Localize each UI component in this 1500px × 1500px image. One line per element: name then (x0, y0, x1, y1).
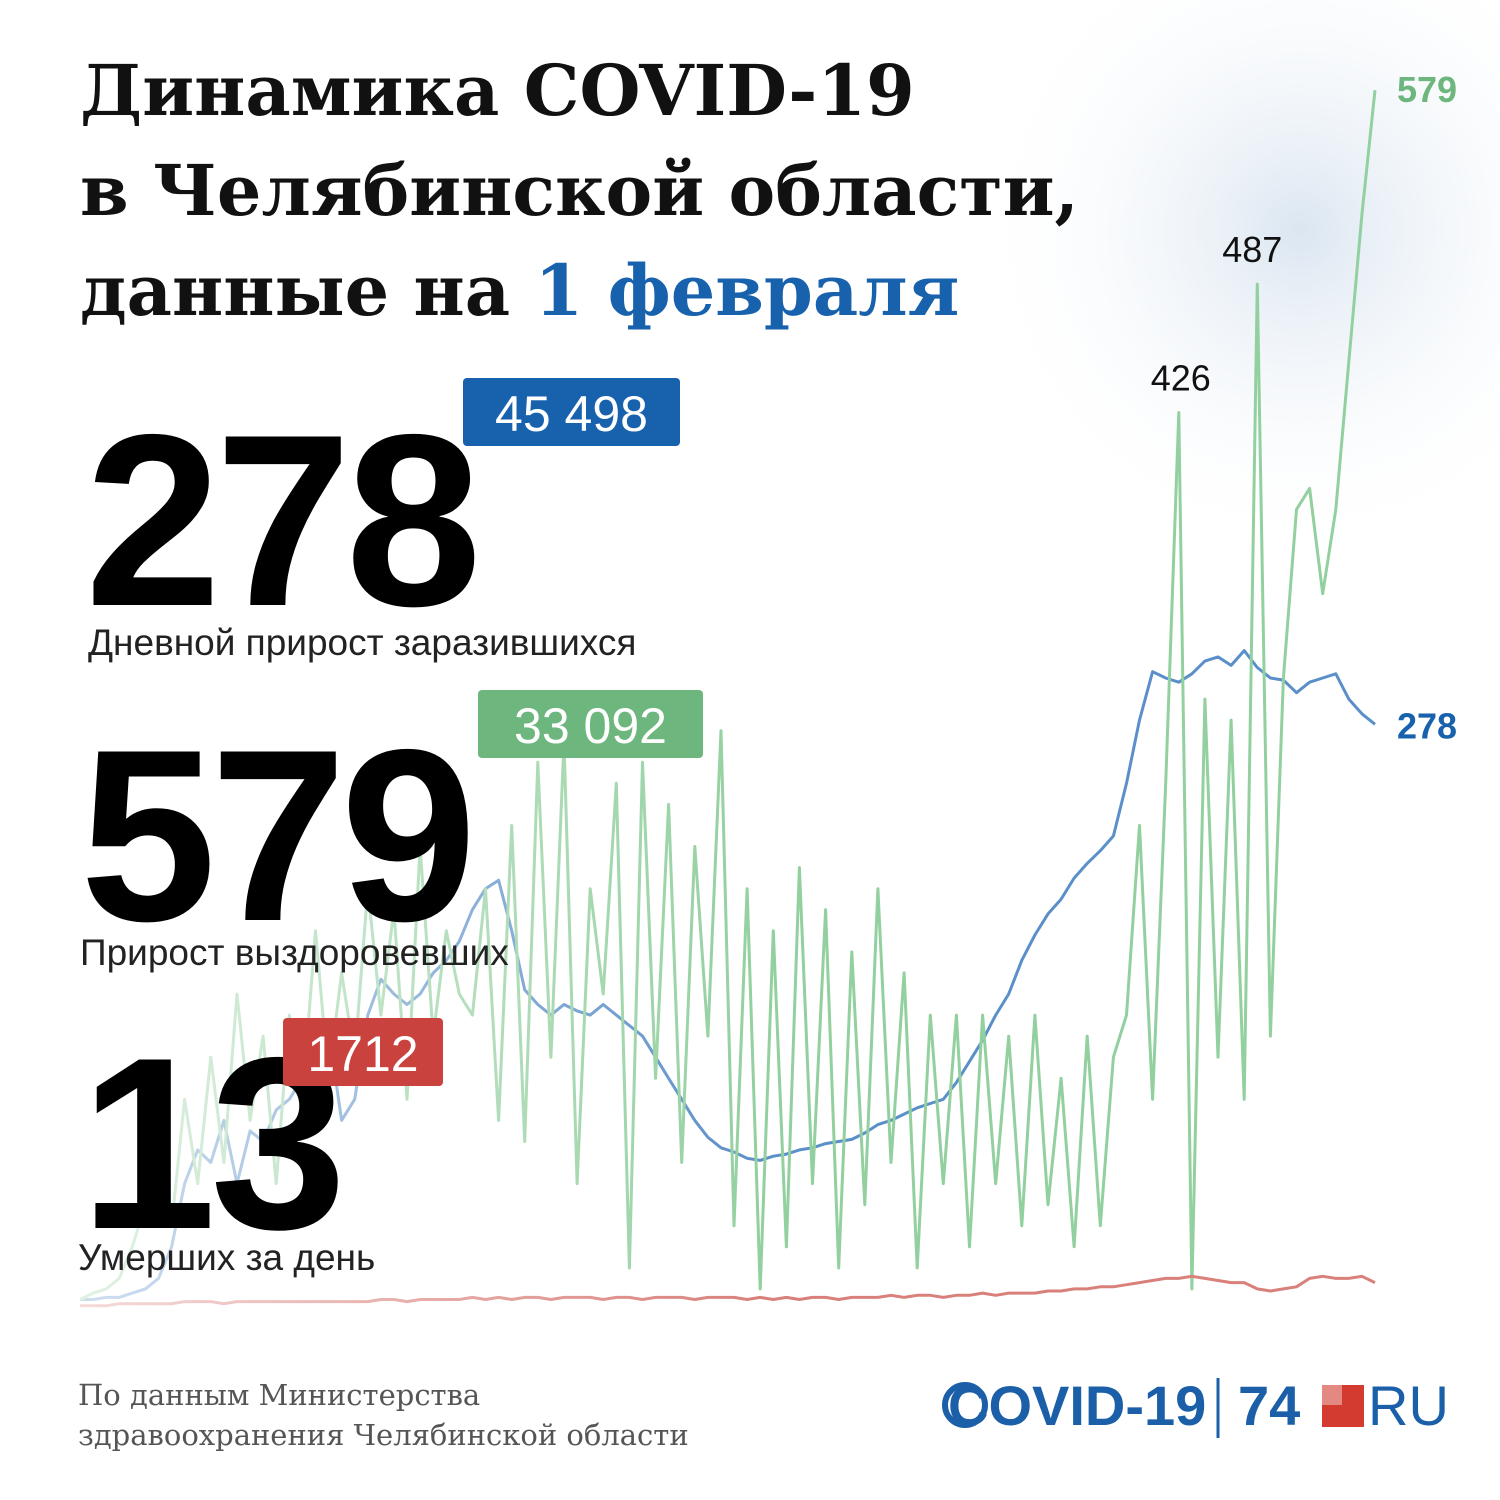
source-line: здравоохранения Челябинской области (78, 1418, 689, 1452)
stat-value: 278 (85, 383, 476, 657)
stat-total-badge (463, 378, 680, 446)
stat-label: Умерших за день (78, 1237, 375, 1278)
stat-label: Дневной прирост заразившихся (88, 622, 636, 663)
title-prefix: данные на (80, 249, 535, 332)
title-date: 1 февраля (535, 249, 960, 332)
data-label: 278 (1397, 705, 1457, 746)
logo-covid: COVID-19 (948, 1374, 1206, 1437)
stat-total: 1712 (307, 1026, 418, 1082)
fade-overlay (0, 380, 760, 1320)
title-line: данные на 1 февраля (80, 249, 959, 332)
stat-total-badge (478, 690, 703, 758)
data-label: 426 (1151, 358, 1211, 399)
stat-value: 579 (80, 698, 471, 972)
data-label: 579 (1397, 69, 1457, 110)
title-line: Динамика COVID-19 (80, 49, 915, 132)
logo-number: 74 (1238, 1374, 1300, 1437)
source-line: По данным Министерства (78, 1378, 480, 1412)
stat-label: Прирост выздоровевших (80, 932, 509, 973)
data-label: 487 (1222, 229, 1282, 270)
logo-square (1322, 1385, 1364, 1427)
logo-square-highlight (1322, 1385, 1342, 1405)
stat-total-badge (283, 1018, 443, 1086)
virus-icon (942, 1382, 988, 1428)
frost-decoration (970, 0, 1500, 560)
stat-total: 45 498 (495, 386, 648, 442)
stat-total: 33 092 (514, 698, 667, 754)
text-layer: Динамика COVID-19 в Челябинской области, д… (78, 49, 1457, 1452)
logo-ru: RU (1368, 1374, 1449, 1437)
title-line: в Челябинской области, (80, 149, 1079, 232)
